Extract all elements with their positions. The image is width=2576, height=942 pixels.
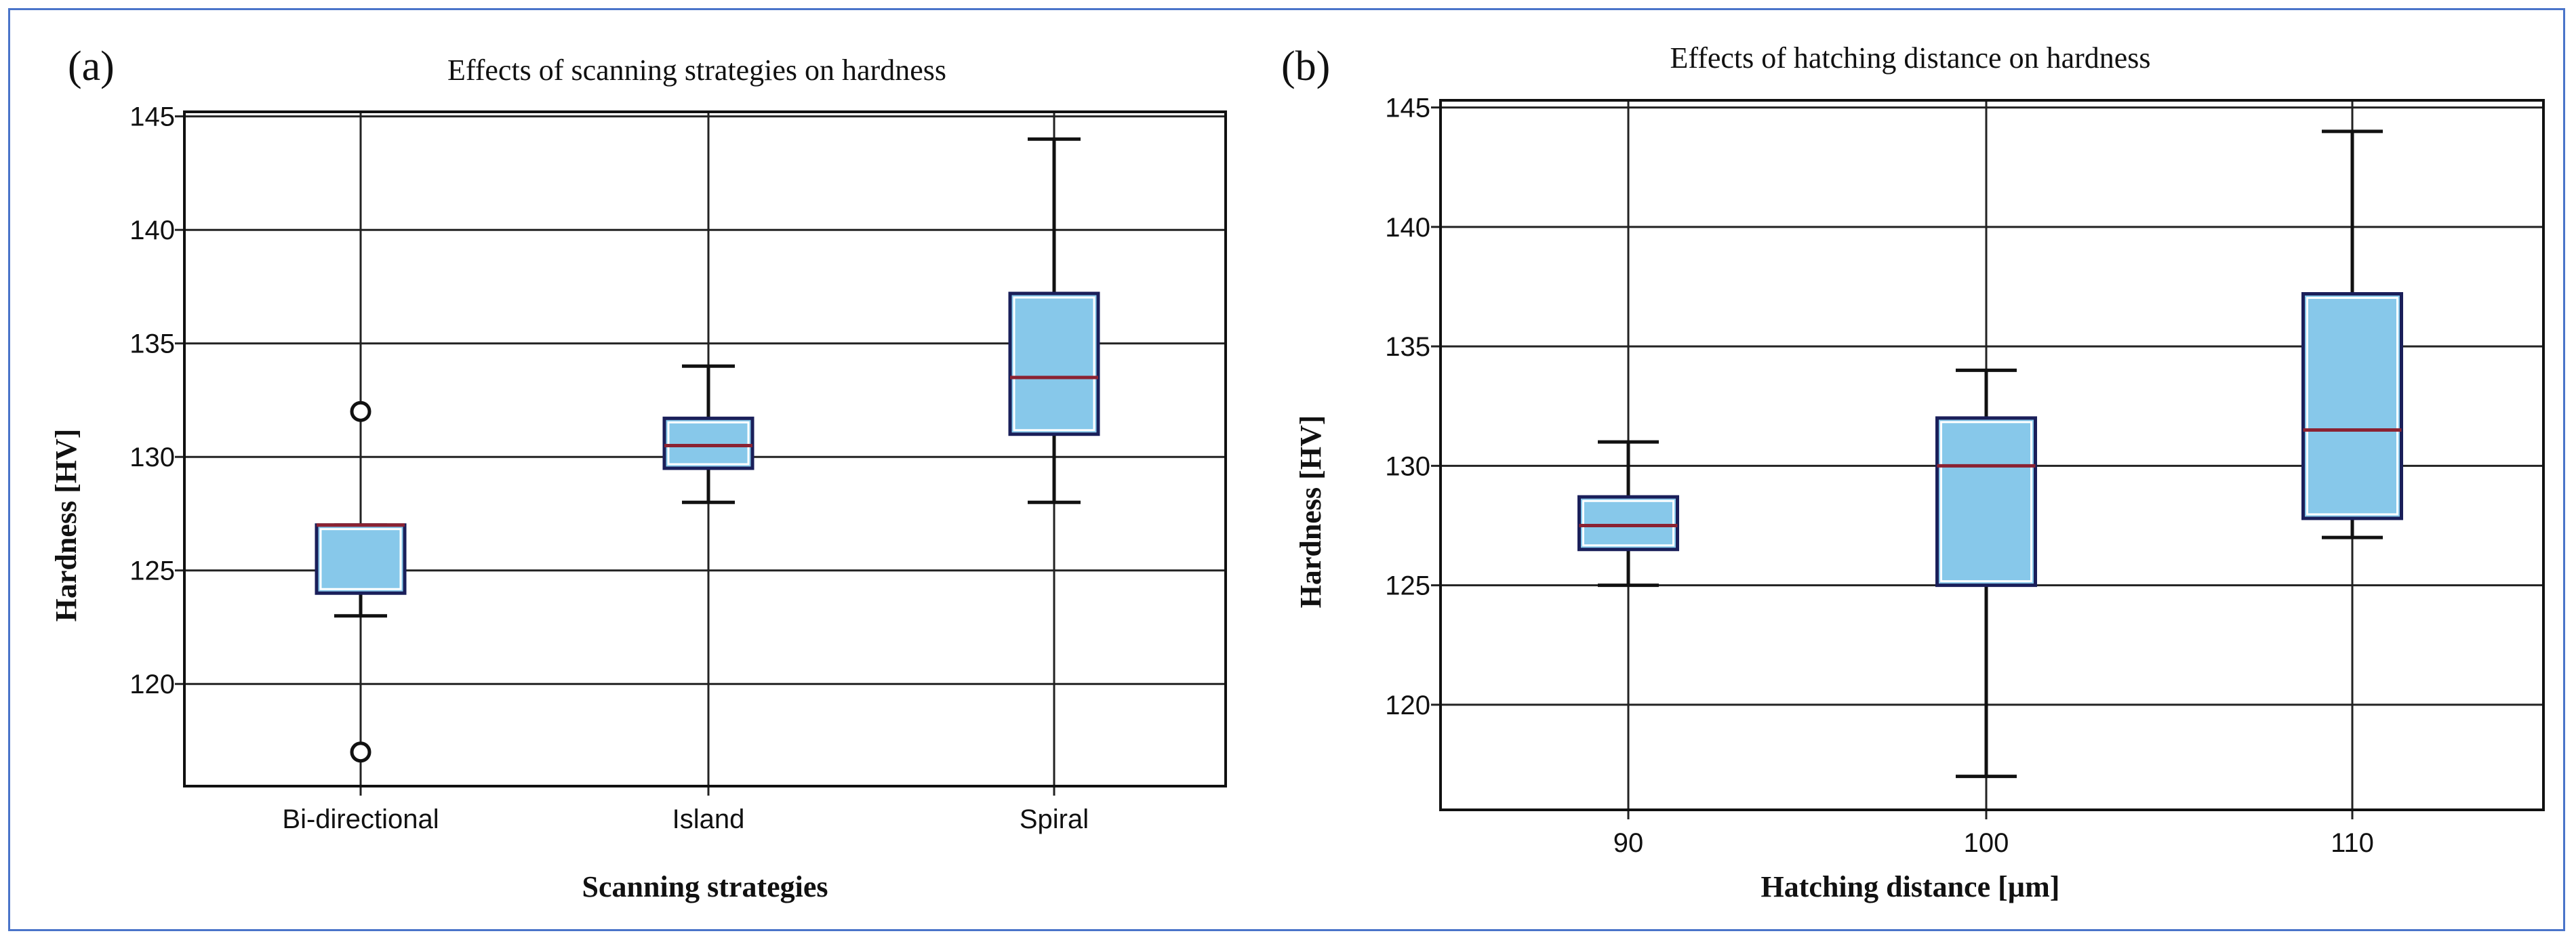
box-spiral [1008,137,1100,504]
y-tick-label: 135 [1385,332,1430,362]
box-inner-highlight [667,421,750,466]
box-bi-directional [315,401,407,763]
box-inner-highlight [1013,296,1095,432]
x-axis-label: Hatching distance [µm] [1761,870,2060,903]
y-tick-label: 135 [129,329,175,359]
x-tick-label: 90 [1613,828,1644,858]
box-inner-highlight [1940,421,2032,583]
y-tick-label: 125 [129,556,175,586]
iqr-box [1008,291,1100,436]
iqr-box [2301,292,2403,520]
y-axis-label: Hardness [HV] [1294,415,1327,609]
y-tick-label: 120 [1385,691,1430,720]
box-inner-highlight [1582,499,1674,547]
box-inner-highlight [319,528,402,590]
x-axis-label: Scanning strategies [582,870,828,903]
x-tick-label: 110 [2331,828,2374,858]
panel-a: (a) Effects of scanning strategies on ha… [49,43,1227,903]
x-tick-label: 100 [1964,828,2009,858]
y-axis-label: Hardness [HV] [49,429,83,622]
box-110 [2301,129,2403,539]
iqr-box [315,523,407,595]
y-tick-label: 125 [1385,571,1430,601]
chart-title: Effects of scanning strategies on hardne… [447,54,946,87]
x-tick-label: Bi-directional [282,804,439,834]
panel-b: (b) Effects of hatching distance on hard… [1281,41,2545,903]
box-island [662,364,754,504]
x-tick-label: Island [672,804,745,834]
outlier-point [350,741,371,763]
outlier-point [350,401,371,422]
box-inner-highlight [2306,297,2398,516]
panel-label: (a) [68,43,115,89]
iqr-box [662,416,754,470]
x-tick-label: Spiral [1020,804,1089,834]
box-90 [1577,440,1679,588]
y-tick-label: 120 [129,670,175,699]
box-100 [1935,368,2037,779]
chart-title: Effects of hatching distance on hardness [1670,41,2150,75]
y-tick-label: 140 [129,216,175,245]
iqr-box [1935,416,2037,588]
figure-frame [8,8,2565,931]
iqr-box [1577,495,1679,552]
y-tick-label: 145 [1385,94,1430,123]
y-tick-label: 145 [129,102,175,132]
panel-label: (b) [1281,43,1330,89]
y-tick-label: 130 [129,443,175,472]
y-tick-label: 130 [1385,451,1430,481]
y-tick-label: 140 [1385,213,1430,243]
axes-frame [183,110,1227,787]
axes-frame [1439,99,2545,811]
